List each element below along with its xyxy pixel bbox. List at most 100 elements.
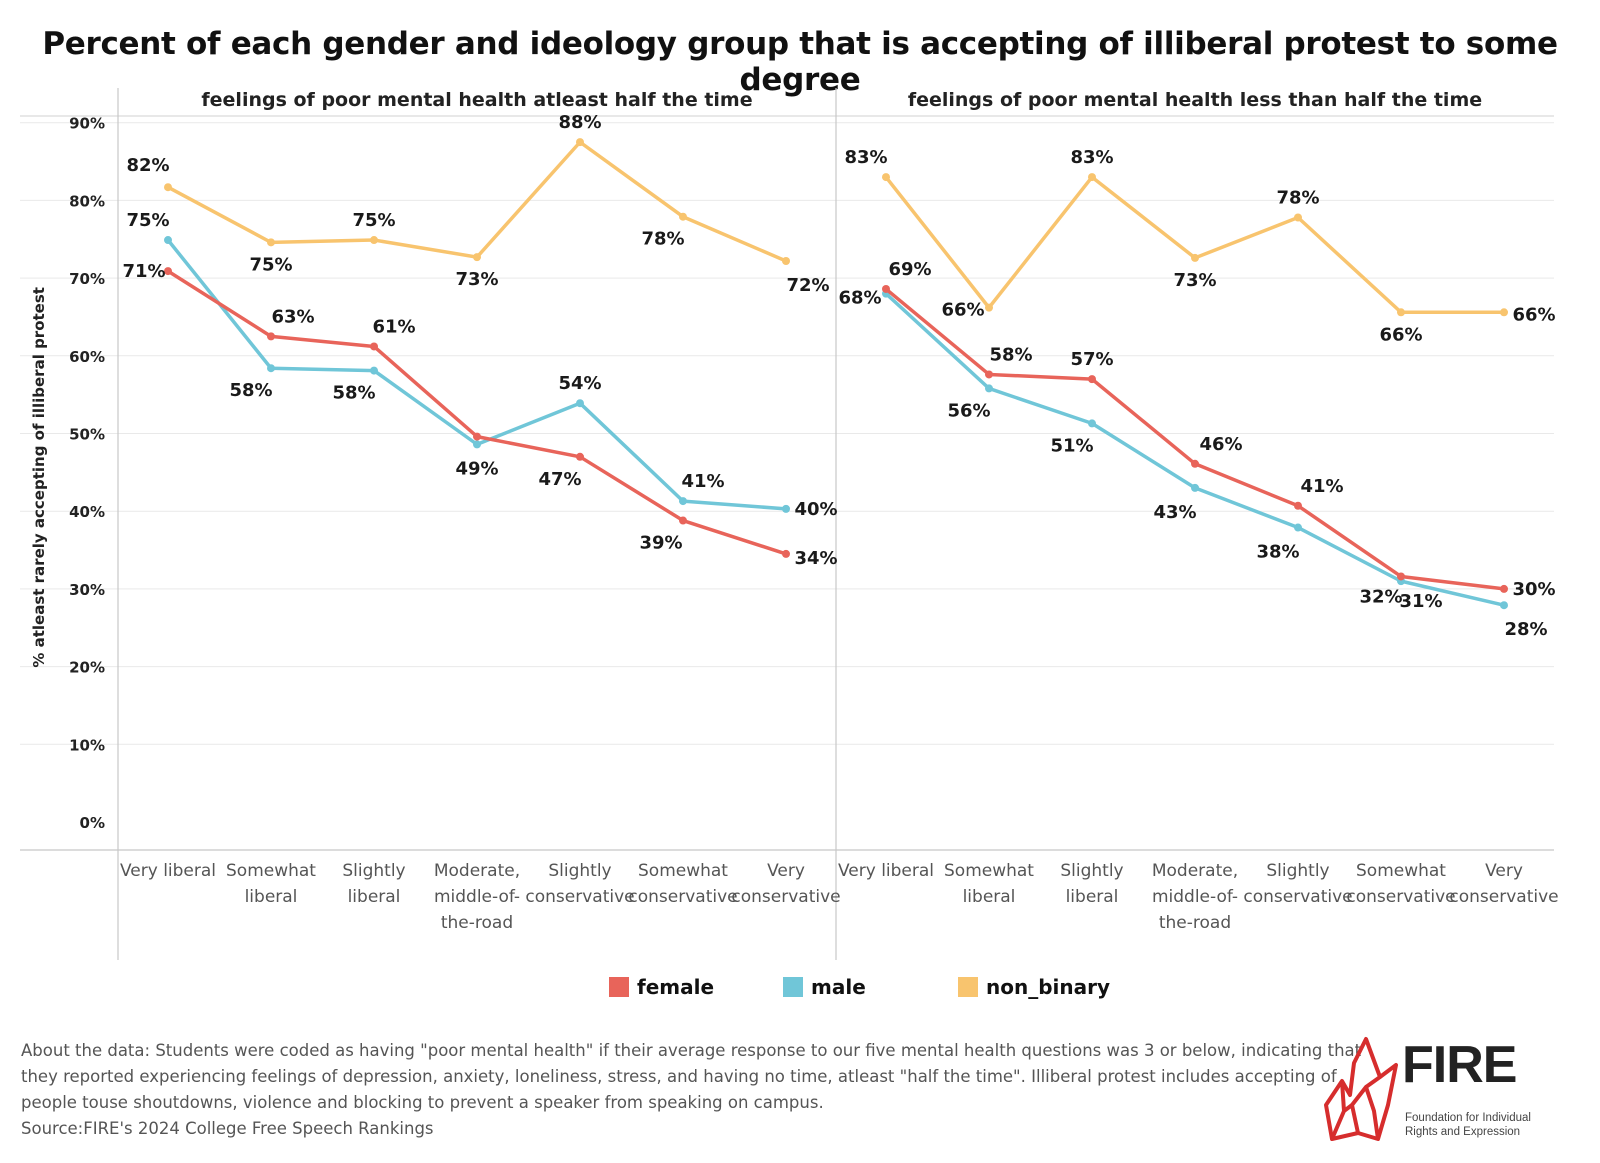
- data-label-non-binary: 66%: [1512, 304, 1555, 325]
- data-point-male: [473, 440, 481, 449]
- x-tick-label: conservative: [731, 887, 840, 907]
- x-tick-label: conservative: [1243, 887, 1352, 907]
- data-point-female: [985, 370, 993, 379]
- data-label-male: 58%: [332, 383, 375, 404]
- x-tick-label: Somewhat: [1356, 861, 1446, 881]
- data-point-male: [985, 384, 993, 393]
- x-tick-label: conservative: [1449, 887, 1558, 907]
- data-label-non-binary: 73%: [455, 269, 498, 290]
- data-point-male: [1500, 601, 1508, 610]
- footnote-line-2: they reported experiencing feelings of d…: [21, 1067, 1337, 1086]
- data-point-male: [164, 236, 172, 245]
- x-tick-label: Somewhat: [638, 861, 728, 881]
- data-label-non-binary: 78%: [641, 229, 684, 250]
- x-tick-label: conservative: [628, 887, 737, 907]
- flame-icon: [1324, 1037, 1398, 1141]
- data-point-male: [267, 364, 275, 373]
- data-label-female: 39%: [639, 533, 682, 554]
- data-label-non-binary: 66%: [1379, 324, 1422, 345]
- y-tick-label: 80%: [69, 192, 105, 210]
- x-tick-label: Slightly: [342, 861, 405, 881]
- data-point-non-binary: [1294, 213, 1302, 222]
- chart-title: Percent of each gender and ideology grou…: [42, 26, 1558, 98]
- data-label-male: 31%: [1399, 591, 1442, 612]
- data-label-female: 46%: [1199, 434, 1242, 455]
- data-point-non-binary: [267, 238, 275, 247]
- data-label-female: 34%: [794, 548, 837, 569]
- data-label-non-binary: 88%: [558, 112, 601, 133]
- x-tick-label: the-road: [441, 913, 513, 933]
- data-label-non-binary: 75%: [249, 254, 292, 275]
- data-label-non-binary: 73%: [1173, 270, 1216, 291]
- y-tick-label: 90%: [69, 115, 105, 133]
- data-label-male: 41%: [681, 471, 724, 492]
- data-point-non-binary: [1397, 308, 1405, 317]
- x-tick-label: Slightly: [1060, 861, 1123, 881]
- data-point-non-binary: [370, 236, 378, 245]
- legend: female male non_binary: [0, 975, 1600, 1005]
- data-point-non-binary: [164, 183, 172, 192]
- series-line-non-binary: [884, 175, 1504, 315]
- data-point-male: [576, 399, 584, 408]
- data-point-male: [782, 504, 790, 513]
- chart-area: 0% 10% 20% 30% 40% 50% 60% 70% 80% 90% % atleast r…: [20, 88, 1559, 960]
- x-tick-label: liberal: [245, 887, 298, 907]
- data-label-non-binary: 83%: [1070, 147, 1113, 168]
- y-tick-label: 70%: [69, 270, 105, 288]
- fire-logo: FIRE Foundation for Individual Rights an…: [1322, 1035, 1562, 1145]
- data-point-female: [1294, 501, 1302, 510]
- series-line-non-binary: [167, 140, 787, 263]
- legend-item-female: female: [609, 975, 714, 999]
- data-label-non-binary: 83%: [844, 147, 887, 168]
- data-point-non-binary: [1191, 253, 1199, 262]
- legend-item-male: male: [783, 975, 866, 999]
- y-tick-label: 40%: [69, 503, 105, 521]
- panel-title-2: feelings of poor mental health less than…: [908, 89, 1482, 111]
- x-tick-label: middle-of-: [434, 887, 520, 907]
- data-label-female: 30%: [1512, 579, 1555, 600]
- data-label-female: 57%: [1070, 349, 1113, 370]
- data-label-non-binary: 78%: [1276, 187, 1319, 208]
- x-tick-label: Slightly: [548, 861, 611, 881]
- data-label-female: 41%: [1300, 476, 1343, 497]
- data-point-female: [576, 452, 584, 461]
- y-axis-title: % atleast rarely accepting of illiberal …: [30, 287, 48, 668]
- x-tick-label: liberal: [963, 887, 1016, 907]
- data-point-female: [370, 342, 378, 351]
- y-tick-label: 30%: [69, 581, 105, 599]
- data-label-female: 61%: [372, 316, 415, 337]
- data-point-non-binary: [882, 173, 890, 182]
- data-point-female: [1500, 584, 1508, 593]
- data-label-non-binary: 75%: [352, 210, 395, 231]
- data-label-male: 51%: [1050, 435, 1093, 456]
- data-point-male: [679, 497, 687, 506]
- footnote-line-1: About the data: Students were coded as h…: [21, 1041, 1362, 1060]
- x-tick-label: Moderate,: [434, 861, 520, 881]
- data-point-female: [473, 432, 481, 441]
- footnote: About the data: Students were coded as h…: [21, 1038, 1362, 1142]
- legend-label-male: male: [811, 975, 866, 999]
- data-point-male: [1294, 523, 1302, 532]
- y-tick-label: 10%: [69, 736, 105, 754]
- logo-wordmark: FIRE: [1402, 1036, 1517, 1094]
- x-tick-label: Somewhat: [944, 861, 1034, 881]
- data-label-male: 40%: [794, 499, 837, 520]
- x-tick-label: the-road: [1159, 913, 1231, 933]
- data-label-female: 69%: [888, 259, 931, 280]
- footnote-line-3: people touse shoutdowns, violence and bl…: [21, 1093, 824, 1112]
- data-label-male: 49%: [455, 458, 498, 479]
- data-point-female: [1397, 572, 1405, 581]
- data-point-female: [1088, 375, 1096, 384]
- legend-swatch-male: [783, 977, 803, 997]
- x-tick-label: conservative: [525, 887, 634, 907]
- data-label-male: 68%: [838, 288, 881, 309]
- data-point-female: [1191, 459, 1199, 468]
- data-label-female: 58%: [989, 344, 1032, 365]
- data-point-non-binary: [985, 303, 993, 312]
- x-tick-label: Very: [1485, 861, 1523, 881]
- x-tick-label: Somewhat: [226, 861, 316, 881]
- data-label-male: 56%: [947, 400, 990, 421]
- x-tick-label: Very liberal: [838, 861, 934, 881]
- y-tick-label: 50%: [69, 426, 105, 444]
- data-point-female: [267, 332, 275, 341]
